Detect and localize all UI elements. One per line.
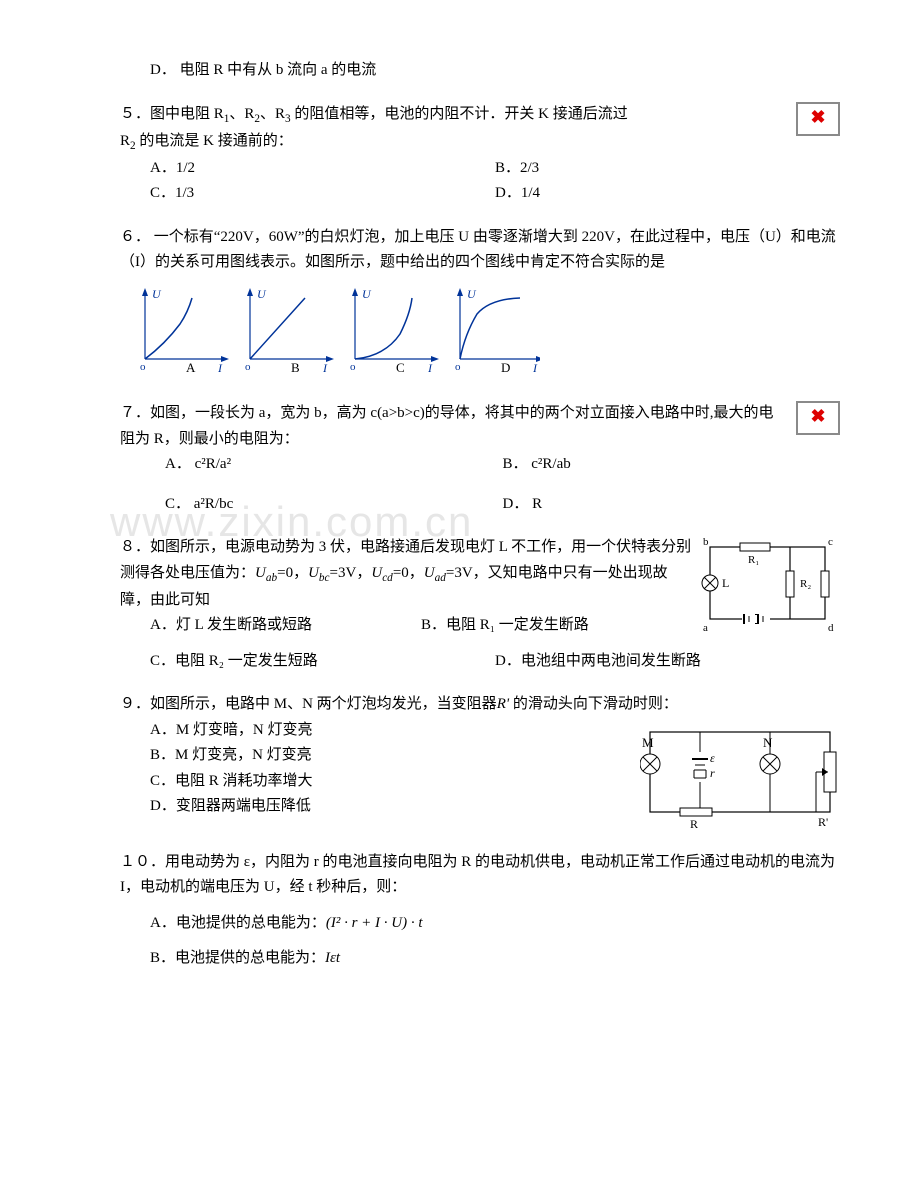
q9-circuit: M N ε r R R' bbox=[640, 722, 840, 832]
svg-text:o: o bbox=[350, 361, 356, 373]
svg-text:I: I bbox=[322, 361, 328, 374]
svg-text:N: N bbox=[763, 735, 773, 750]
q7-opt-d: D． R bbox=[503, 492, 841, 518]
svg-text:A: A bbox=[186, 360, 196, 374]
svg-text:R: R bbox=[690, 817, 698, 831]
q8-opt-c: C．电阻 R₂ 一定发生短路 bbox=[150, 649, 495, 675]
q8: R₁ R₂ L b c a d ８．如图所示，电源电动势为 3 伏，电路接通后发… bbox=[120, 535, 840, 674]
svg-text:L: L bbox=[722, 576, 729, 590]
svg-text:C: C bbox=[396, 360, 405, 374]
q9-stem: ９．如图所示，电路中 M、N 两个灯泡均发光，当变阻器R' 的滑动头向下滑动时则… bbox=[120, 692, 840, 718]
q8-opt-d: D．电池组中两电池间发生断路 bbox=[495, 649, 840, 675]
q5-figure-broken bbox=[796, 102, 840, 136]
svg-text:b: b bbox=[703, 536, 709, 548]
q5-opt-c: C．1/3 bbox=[150, 181, 495, 207]
q7: ７．如图，一段长为 a，宽为 b，高为 c(a>b>c)的导体，将其中的两个对立… bbox=[120, 401, 840, 517]
q7-options-row1: A． c²R/a² B． c²R/ab bbox=[120, 452, 840, 478]
svg-text:U: U bbox=[362, 287, 372, 301]
text: D． 电阻 R 中有从 b 流向 a 的电流 bbox=[150, 62, 376, 78]
svg-text:B: B bbox=[291, 360, 300, 374]
svg-text:R': R' bbox=[818, 815, 828, 829]
svg-text:M: M bbox=[642, 735, 654, 750]
svg-text:a: a bbox=[703, 622, 708, 634]
svg-text:c: c bbox=[828, 536, 833, 548]
formula: Iεt bbox=[325, 950, 340, 966]
svg-text:R₂: R₂ bbox=[800, 578, 811, 590]
q6: ６． 一个标有“220V，60W”的白炽灯泡，加上电压 U 由零逐渐增大到 22… bbox=[120, 225, 840, 384]
q5-options-row1: A．1/2 B．2/3 bbox=[120, 156, 840, 182]
q10-opt-b: B．电池提供的总电能为：Iεt bbox=[120, 946, 840, 972]
q7-opt-c: C． a²R/bc bbox=[165, 492, 503, 518]
svg-text:o: o bbox=[140, 361, 146, 373]
q5: ５．图中电阻 R1、R2、R3 的阻值相等，电池的内阻不计．开关 K 接通后流过… bbox=[120, 102, 840, 207]
svg-text:ε: ε bbox=[710, 751, 715, 765]
q7-stem: ７．如图，一段长为 a，宽为 b，高为 c(a>b>c)的导体，将其中的两个对立… bbox=[120, 401, 840, 452]
q8-circuit: R₁ R₂ L b c a d bbox=[700, 535, 840, 635]
q7-figure-broken bbox=[796, 401, 840, 435]
svg-text:r: r bbox=[710, 766, 715, 780]
q5-opt-b: B．2/3 bbox=[495, 156, 840, 182]
q5-opt-d: D．1/4 bbox=[495, 181, 840, 207]
q6-graphs: U I o A U I o B bbox=[120, 284, 840, 384]
q7-opt-b: B． c²R/ab bbox=[503, 452, 841, 478]
svg-text:D: D bbox=[501, 360, 510, 374]
svg-text:R₁: R₁ bbox=[748, 554, 759, 566]
q10-stem: １０．用电动势为 ε，内阻为 r 的电池直接向电阻为 R 的电动机供电，电动机正… bbox=[120, 850, 840, 901]
svg-text:o: o bbox=[455, 361, 461, 373]
q6-graphs-svg: U I o A U I o B bbox=[120, 284, 540, 374]
svg-text:o: o bbox=[245, 361, 251, 373]
q6-stem: ６． 一个标有“220V，60W”的白炽灯泡，加上电压 U 由零逐渐增大到 22… bbox=[120, 225, 840, 276]
svg-text:I: I bbox=[217, 361, 223, 374]
q5-stem: ５．图中电阻 R1、R2、R3 的阻值相等，电池的内阻不计．开关 K 接通后流过… bbox=[120, 102, 840, 156]
q5-opt-a: A．1/2 bbox=[150, 156, 495, 182]
q5-options-row2: C．1/3 D．1/4 bbox=[120, 181, 840, 207]
q8-opt-a: A．灯 L 发生断路或短路 bbox=[150, 613, 421, 639]
q8-opt-b: B．电阻 R₁ 一定发生断路 bbox=[421, 613, 692, 639]
svg-text:U: U bbox=[257, 287, 267, 301]
svg-text:I: I bbox=[532, 361, 538, 374]
svg-text:d: d bbox=[828, 622, 834, 634]
formula: (I² · r + I · U) · t bbox=[326, 915, 423, 931]
q10-opt-a: A．电池提供的总电能为：(I² · r + I · U) · t bbox=[120, 911, 840, 937]
svg-text:U: U bbox=[467, 287, 477, 301]
svg-text:I: I bbox=[427, 361, 433, 374]
q7-options-row2: C． a²R/bc D． R bbox=[120, 492, 840, 518]
q10: １０．用电动势为 ε，内阻为 r 的电池直接向电阻为 R 的电动机供电，电动机正… bbox=[120, 850, 840, 972]
svg-text:U: U bbox=[152, 287, 162, 301]
q4-option-d: D． 电阻 R 中有从 b 流向 a 的电流 bbox=[120, 58, 840, 84]
q9: ９．如图所示，电路中 M、N 两个灯泡均发光，当变阻器R' 的滑动头向下滑动时则… bbox=[120, 692, 840, 832]
q7-opt-a: A． c²R/a² bbox=[165, 452, 503, 478]
